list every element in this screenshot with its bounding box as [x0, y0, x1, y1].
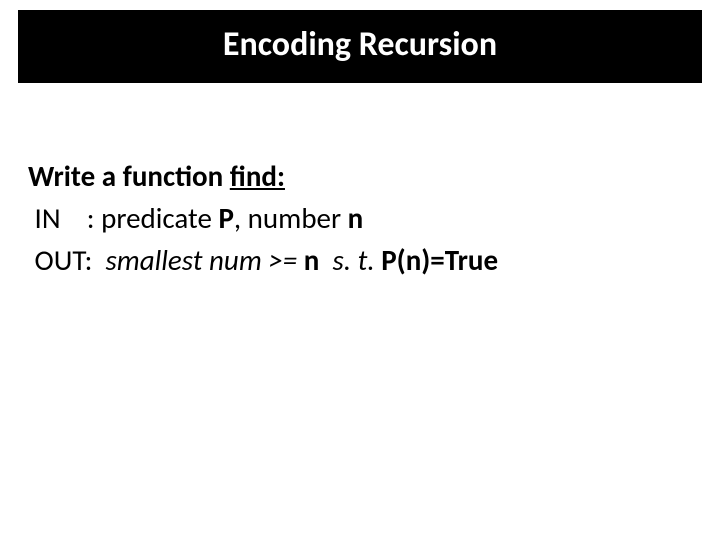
- line3-text2: s. t.: [319, 242, 381, 278]
- pn-true: P(n)=True: [381, 242, 498, 278]
- title-bar: Encoding Recursion: [18, 10, 702, 83]
- line3-text1: smallest num >=: [105, 242, 303, 278]
- out-label: OUT:: [28, 242, 105, 278]
- line-2: IN : predicate P, number n: [28, 197, 692, 239]
- slide-title: Encoding Recursion: [18, 24, 702, 65]
- line-3: OUT: smallest num >= n s. t. P(n)=True: [28, 239, 692, 281]
- line-1: Write a function find:: [28, 155, 692, 197]
- slide-body: Write a function find: IN : predicate P,…: [0, 83, 720, 281]
- line2-text1: predicate: [101, 200, 218, 236]
- line1-prefix: Write a function: [28, 158, 230, 194]
- find-label: find:: [230, 158, 285, 194]
- line2-text2: , number: [234, 200, 348, 236]
- predicate-P: P: [218, 200, 233, 236]
- out-n: n: [304, 242, 320, 278]
- in-label: IN :: [28, 200, 101, 236]
- slide: Encoding Recursion Write a function find…: [0, 10, 720, 550]
- number-n: n: [348, 200, 364, 236]
